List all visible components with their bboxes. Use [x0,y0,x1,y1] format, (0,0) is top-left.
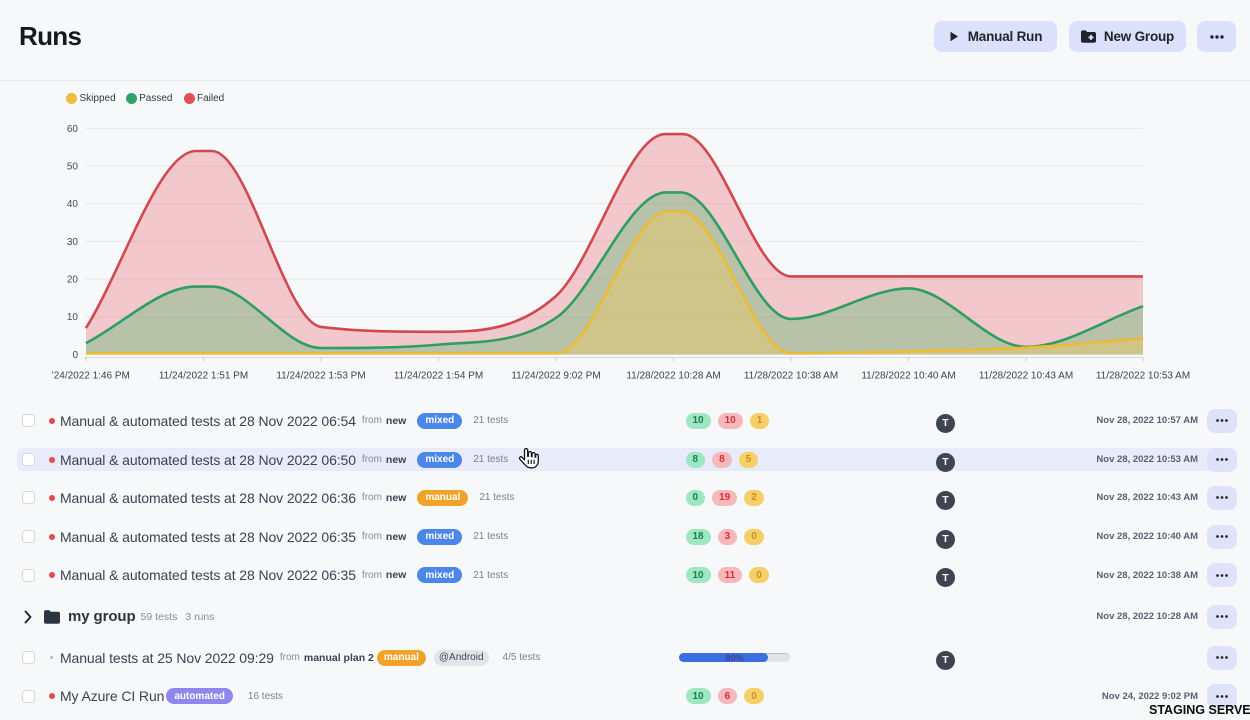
svg-text:40: 40 [67,199,79,210]
svg-text:11/28/2022 10:53 AM: 11/28/2022 10:53 AM [1096,371,1190,382]
svg-text:50: 50 [67,162,79,173]
svg-text:11/24/2022 1:51 PM: 11/24/2022 1:51 PM [159,371,248,382]
svg-text:11/28/2022 10:43 AM: 11/28/2022 10:43 AM [979,371,1073,382]
svg-text:11/24/2022 9:02 PM: 11/24/2022 9:02 PM [511,371,600,382]
svg-text:20: 20 [67,275,79,286]
svg-text:’24/2022 1:46 PM: ’24/2022 1:46 PM [52,371,130,382]
svg-text:10: 10 [67,312,79,323]
svg-text:11/24/2022 1:53 PM: 11/24/2022 1:53 PM [276,371,365,382]
svg-text:11/28/2022 10:28 AM: 11/28/2022 10:28 AM [626,371,720,382]
svg-text:11/28/2022 10:38 AM: 11/28/2022 10:38 AM [744,371,838,382]
svg-text:30: 30 [67,237,79,248]
svg-text:60: 60 [67,124,79,135]
svg-text:0: 0 [72,350,78,361]
svg-text:11/24/2022 1:54 PM: 11/24/2022 1:54 PM [394,371,483,382]
svg-text:11/28/2022 10:40 AM: 11/28/2022 10:40 AM [861,371,955,382]
